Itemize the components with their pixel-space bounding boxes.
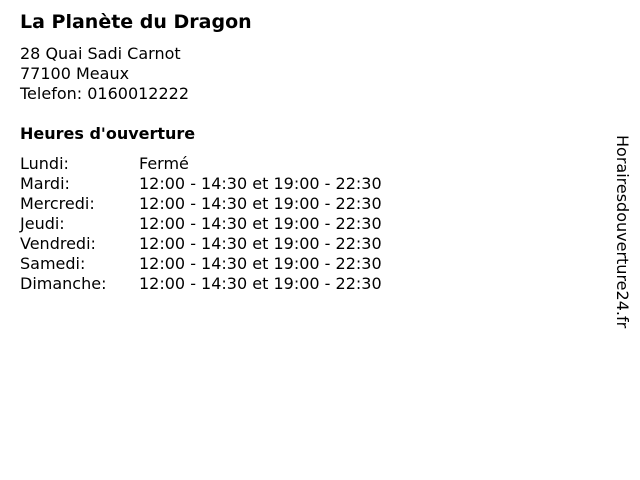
time: 12:00 - 14:30 et 19:00 - 22:30 xyxy=(139,194,382,213)
day: Vendredi: xyxy=(20,234,96,253)
hours-row: Lundi: Fermé xyxy=(20,154,382,174)
hours-row: Samedi: 12:00 - 14:30 et 19:00 - 22:30 xyxy=(20,254,382,274)
hours-row: Vendredi: 12:00 - 14:30 et 19:00 - 22:30 xyxy=(20,234,382,254)
hours-table: Lundi: Fermé Mardi: 12:00 - 14:30 et 19:00… xyxy=(20,154,382,294)
site-watermark: Horairesdouverture24.fr xyxy=(613,135,632,329)
phone: Telefon: 0160012222 xyxy=(20,84,190,103)
day: Mercredi: xyxy=(20,194,95,213)
day: Dimanche: xyxy=(20,274,107,293)
time: 12:00 - 14:30 et 19:00 - 22:30 xyxy=(139,254,382,273)
hours-heading: Heures d'ouverture xyxy=(20,124,196,143)
city: 77100 Meaux xyxy=(20,64,130,83)
time: 12:00 - 14:30 et 19:00 - 22:30 xyxy=(139,274,382,293)
day: Mardi: xyxy=(20,174,70,193)
hours-row: Dimanche: 12:00 - 14:30 et 19:00 - 22:30 xyxy=(20,274,382,294)
day: Jeudi: xyxy=(20,214,65,233)
day: Samedi: xyxy=(20,254,86,273)
hours-row: Jeudi: 12:00 - 14:30 et 19:00 - 22:30 xyxy=(20,214,382,234)
time: Fermé xyxy=(139,154,189,173)
time: 12:00 - 14:30 et 19:00 - 22:30 xyxy=(139,234,382,253)
street: 28 Quai Sadi Carnot xyxy=(20,44,181,63)
time: 12:00 - 14:30 et 19:00 - 22:30 xyxy=(139,214,382,233)
hours-row: Mardi: 12:00 - 14:30 et 19:00 - 22:30 xyxy=(20,174,382,194)
time: 12:00 - 14:30 et 19:00 - 22:30 xyxy=(139,174,382,193)
business-name: La Planète du Dragon xyxy=(20,11,252,33)
address-block: 28 Quai Sadi Carnot 77100 Meaux Telefon:… xyxy=(20,44,189,104)
hours-row: Mercredi: 12:00 - 14:30 et 19:00 - 22:30 xyxy=(20,194,382,214)
day: Lundi: xyxy=(20,154,69,173)
